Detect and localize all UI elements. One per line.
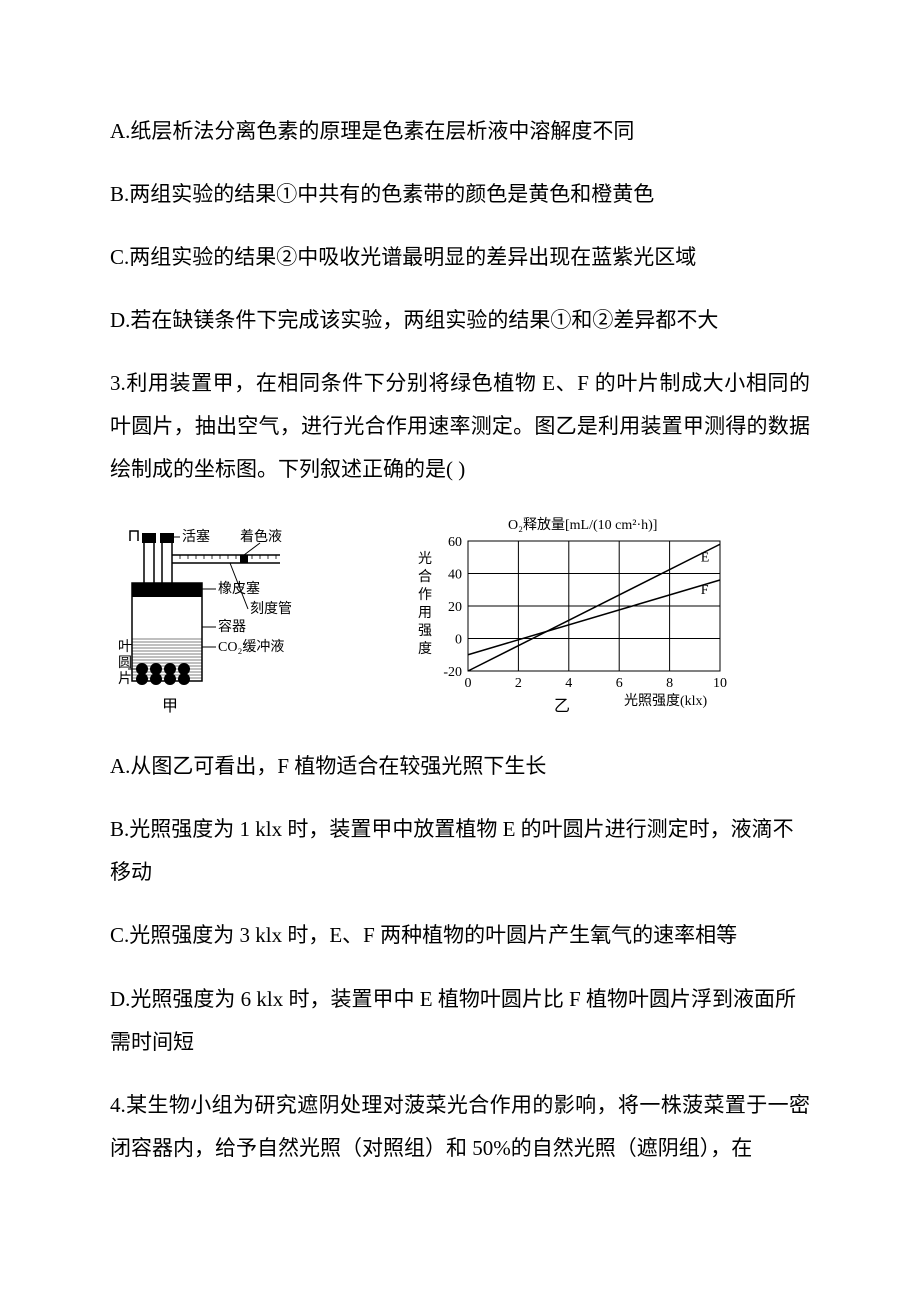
svg-text:0: 0 <box>455 633 462 648</box>
q3-option-b: B.光照强度为 1 klx 时，装置甲中放置植物 E 的叶圆片进行测定时，液滴不… <box>110 808 810 894</box>
svg-text:容器: 容器 <box>218 618 246 635</box>
svg-text:10: 10 <box>713 676 727 691</box>
svg-text:4: 4 <box>565 676 572 691</box>
q3-stem: 3.利用装置甲，在相同条件下分别将绿色植物 E、F 的叶片制成大小相同的叶圆片，… <box>110 362 810 491</box>
q2-option-b: B.两组实验的结果①中共有的色素带的颜色是黄色和橙黄色 <box>110 173 810 216</box>
svg-text:0: 0 <box>465 676 472 691</box>
svg-text:F: F <box>701 583 709 598</box>
svg-text:-20: -20 <box>443 665 462 680</box>
apparatus-diagram: 活塞着色液橡皮塞刻度管容器CO₂缓冲液叶圆片甲 <box>110 511 350 721</box>
q4-stem-partial: 4.某生物小组为研究遮阴处理对菠菜光合作用的影响，将一株菠菜置于一密闭容器内，给… <box>110 1084 810 1170</box>
svg-text:着色液: 着色液 <box>240 528 282 545</box>
svg-text:强: 强 <box>418 624 432 639</box>
q2-option-d: D.若在缺镁条件下完成该实验，两组实验的结果①和②差异都不大 <box>110 299 810 342</box>
svg-text:合: 合 <box>418 569 432 585</box>
svg-text:用: 用 <box>418 606 432 621</box>
page: A.纸层析法分离色素的原理是色素在层析液中溶解度不同 B.两组实验的结果①中共有… <box>0 0 920 1250</box>
q3-option-a: A.从图乙可看出，F 植物适合在较强光照下生长 <box>110 745 810 788</box>
svg-text:光照强度(klx): 光照强度(klx) <box>624 693 708 709</box>
svg-text:2: 2 <box>515 676 522 691</box>
q2-option-c: C.两组实验的结果②中吸收光谱最明显的差异出现在蓝紫光区域 <box>110 236 810 279</box>
svg-text:刻度管: 刻度管 <box>250 601 292 617</box>
svg-text:40: 40 <box>448 568 462 583</box>
svg-text:度: 度 <box>418 641 432 657</box>
q3-figure-row: 活塞着色液橡皮塞刻度管容器CO₂缓冲液叶圆片甲 O₂释放量[mL/(10 cm²… <box>110 511 810 721</box>
svg-text:60: 60 <box>448 535 462 550</box>
svg-text:片: 片 <box>118 671 132 687</box>
svg-text:甲: 甲 <box>162 698 178 715</box>
svg-text:CO₂缓冲液: CO₂缓冲液 <box>218 639 284 655</box>
svg-text:橡皮塞: 橡皮塞 <box>218 580 260 597</box>
q3-option-c: C.光照强度为 3 klx 时，E、F 两种植物的叶圆片产生氧气的速率相等 <box>110 914 810 957</box>
svg-text:活塞: 活塞 <box>182 528 210 545</box>
svg-text:6: 6 <box>616 676 623 691</box>
svg-text:E: E <box>701 551 710 566</box>
svg-text:8: 8 <box>666 676 673 691</box>
svg-text:O₂释放量[mL/(10 cm²·h)]: O₂释放量[mL/(10 cm²·h)] <box>508 517 657 533</box>
q2-option-a: A.纸层析法分离色素的原理是色素在层析液中溶解度不同 <box>110 110 810 153</box>
svg-text:20: 20 <box>448 600 462 615</box>
o2-release-chart: O₂释放量[mL/(10 cm²·h)]0246810-200204060光合作… <box>390 511 750 721</box>
svg-text:乙: 乙 <box>554 698 570 715</box>
q3-option-d: D.光照强度为 6 klx 时，装置甲中 E 植物叶圆片比 F 植物叶圆片浮到液… <box>110 978 810 1064</box>
svg-text:光: 光 <box>418 551 432 567</box>
svg-text:作: 作 <box>418 587 432 603</box>
svg-text:叶: 叶 <box>118 639 132 655</box>
